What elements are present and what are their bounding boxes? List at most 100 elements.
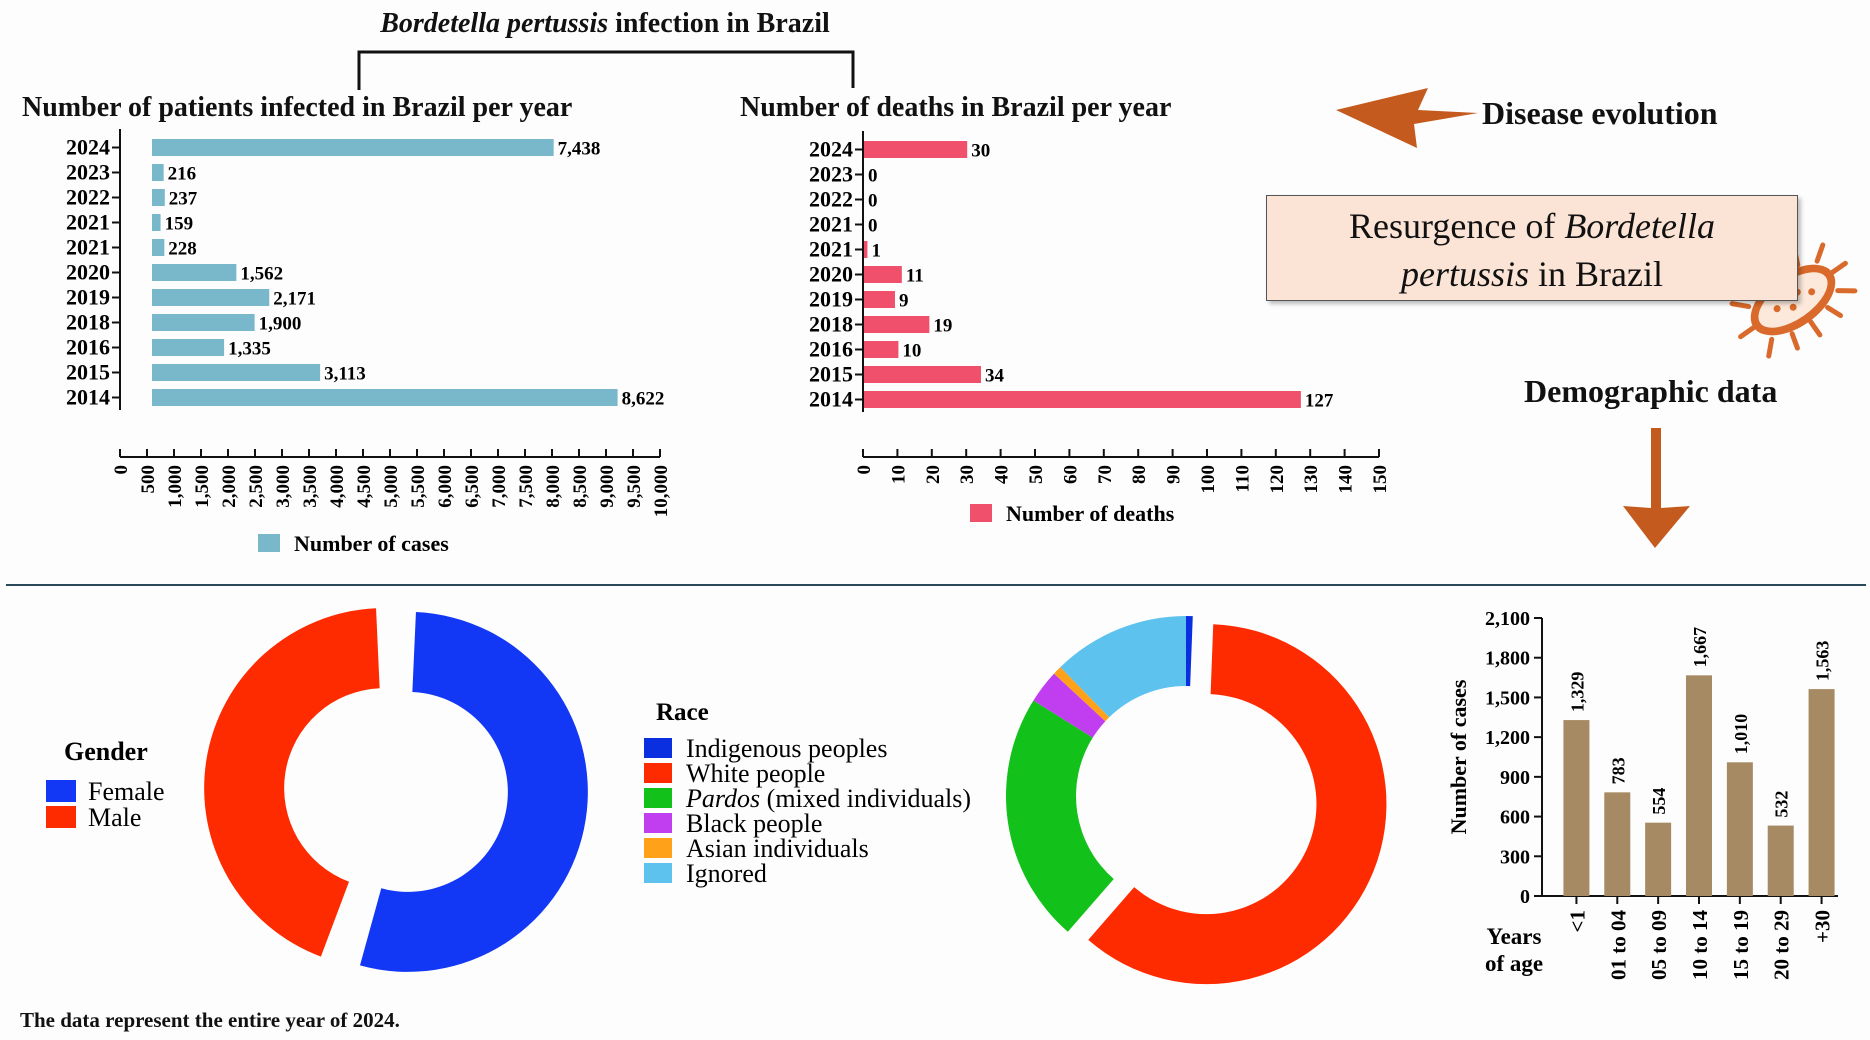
deaths-value-label: 34 xyxy=(985,366,1005,387)
cases-bar xyxy=(152,314,255,331)
cases-value-label: 228 xyxy=(168,239,197,260)
deaths-category-label: 2018 xyxy=(809,312,853,337)
cases-x-tick-label: 3,000 xyxy=(273,465,294,508)
age-category-label: 01 to 04 xyxy=(1606,910,1630,980)
age-value-label: 783 xyxy=(1608,757,1628,784)
cases-x-tick-label: 8,000 xyxy=(543,465,564,508)
deaths-value-label: 0 xyxy=(868,216,878,237)
cases-x-tick-label: 1,000 xyxy=(165,465,186,508)
cases-category-label: 2021 xyxy=(66,210,110,235)
deaths-value-label: 0 xyxy=(868,191,878,212)
cases-value-label: 159 xyxy=(165,214,194,235)
age-x-label-1: Years xyxy=(1487,924,1542,949)
down-arrow-icon xyxy=(1623,428,1690,548)
gender-slice-female xyxy=(359,612,588,972)
deaths-category-label: 2020 xyxy=(809,262,853,287)
deaths-bar xyxy=(864,366,981,383)
gender-legend-swatch xyxy=(46,806,76,828)
cases-category-label: 2019 xyxy=(66,285,110,310)
deaths-bar xyxy=(864,341,899,358)
age-category-label: +30 xyxy=(1811,910,1835,943)
cases-x-tick-label: 1,500 xyxy=(192,465,213,508)
cases-category-label: 2021 xyxy=(66,235,110,260)
cases-x-tick-label: 9,500 xyxy=(624,465,645,508)
deaths-bar xyxy=(864,241,868,258)
race-legend-label: White people xyxy=(686,759,825,788)
age-category-label: 15 to 19 xyxy=(1729,910,1753,980)
cases-category-label: 2018 xyxy=(66,310,110,335)
deaths-bar xyxy=(864,291,895,308)
deaths-x-tick-label: 80 xyxy=(1129,465,1150,484)
gender-legend-label: Male xyxy=(88,803,141,832)
deaths-category-label: 2016 xyxy=(809,337,853,362)
deaths-value-label: 127 xyxy=(1305,391,1334,412)
deaths-x-tick-label: 90 xyxy=(1164,465,1185,484)
cases-bar xyxy=(152,214,161,231)
deaths-chart-title: Number of deaths in Brazil per year xyxy=(740,92,1172,123)
deaths-x-tick-label: 40 xyxy=(992,465,1013,484)
cases-category-label: 2020 xyxy=(66,260,110,285)
footer-note: The data represent the entire year of 20… xyxy=(20,1008,400,1032)
deaths-category-label: 2015 xyxy=(809,362,853,387)
race-legend-swatch xyxy=(644,863,672,883)
deaths-x-tick-label: 20 xyxy=(923,465,944,484)
race-slice xyxy=(1006,700,1114,932)
age-bar xyxy=(1604,792,1631,896)
age-value-label: 1,329 xyxy=(1567,672,1587,713)
deaths-value-label: 19 xyxy=(933,316,952,337)
main-title: Bordetella pertussis infection in Brazil xyxy=(380,8,830,39)
age-y-axis-label: Number of cases xyxy=(1446,679,1471,834)
race-legend-swatch xyxy=(644,788,672,808)
cases-value-label: 1,900 xyxy=(259,314,302,335)
cases-x-tick-label: 4,000 xyxy=(327,465,348,508)
cases-x-tick-label: 5,000 xyxy=(381,465,402,508)
race-legend-swatch xyxy=(644,838,672,858)
race-legend-label: Asian individuals xyxy=(686,834,869,863)
age-x-label-2: of age xyxy=(1485,951,1543,976)
cases-x-tick-label: 7,500 xyxy=(516,465,537,508)
age-value-label: 532 xyxy=(1772,791,1792,818)
cases-x-tick-label: 0 xyxy=(111,465,132,475)
left-arrow-icon xyxy=(1336,88,1478,148)
cases-x-tick-label: 7,000 xyxy=(489,465,510,508)
cases-legend-swatch xyxy=(258,534,280,552)
cases-x-tick-label: 6,000 xyxy=(435,465,456,508)
deaths-x-tick-label: 130 xyxy=(1301,465,1322,494)
deaths-x-tick-label: 70 xyxy=(1095,465,1116,484)
age-value-label: 554 xyxy=(1649,788,1669,815)
deaths-value-label: 0 xyxy=(868,166,878,187)
cases-x-tick-label: 5,500 xyxy=(408,465,429,508)
age-bar xyxy=(1808,689,1835,896)
race-slice xyxy=(1088,624,1387,985)
deaths-category-label: 2019 xyxy=(809,287,853,312)
cases-bar xyxy=(152,364,321,381)
age-y-tick-label: 600 xyxy=(1500,807,1530,829)
age-y-tick-label: 1,500 xyxy=(1485,687,1530,709)
cases-bar xyxy=(152,239,165,256)
cases-category-label: 2024 xyxy=(66,135,110,160)
cases-value-label: 237 xyxy=(169,189,198,210)
cases-x-tick-label: 8,500 xyxy=(570,465,591,508)
deaths-category-label: 2021 xyxy=(809,237,853,262)
cases-value-label: 2,171 xyxy=(273,289,316,310)
age-category-label: 20 to 29 xyxy=(1770,910,1794,980)
age-y-tick-label: 2,100 xyxy=(1485,608,1530,630)
age-bar xyxy=(1726,762,1753,896)
deaths-category-label: 2023 xyxy=(809,162,853,187)
cases-x-tick-label: 6,500 xyxy=(462,465,483,508)
deaths-value-label: 30 xyxy=(971,141,990,162)
cases-x-tick-label: 4,500 xyxy=(354,465,375,508)
cases-category-label: 2023 xyxy=(66,160,110,185)
age-bar xyxy=(1563,720,1590,896)
cases-x-tick-label: 10,000 xyxy=(651,465,672,517)
age-value-label: 1,010 xyxy=(1731,714,1751,755)
deaths-bar xyxy=(864,391,1301,408)
age-y-tick-label: 0 xyxy=(1520,886,1530,908)
age-y-tick-label: 1,800 xyxy=(1485,648,1530,670)
age-y-tick-label: 1,200 xyxy=(1485,727,1530,749)
cases-bar xyxy=(152,389,618,406)
age-category-label: 10 to 14 xyxy=(1688,910,1712,980)
section-divider xyxy=(6,584,1866,586)
